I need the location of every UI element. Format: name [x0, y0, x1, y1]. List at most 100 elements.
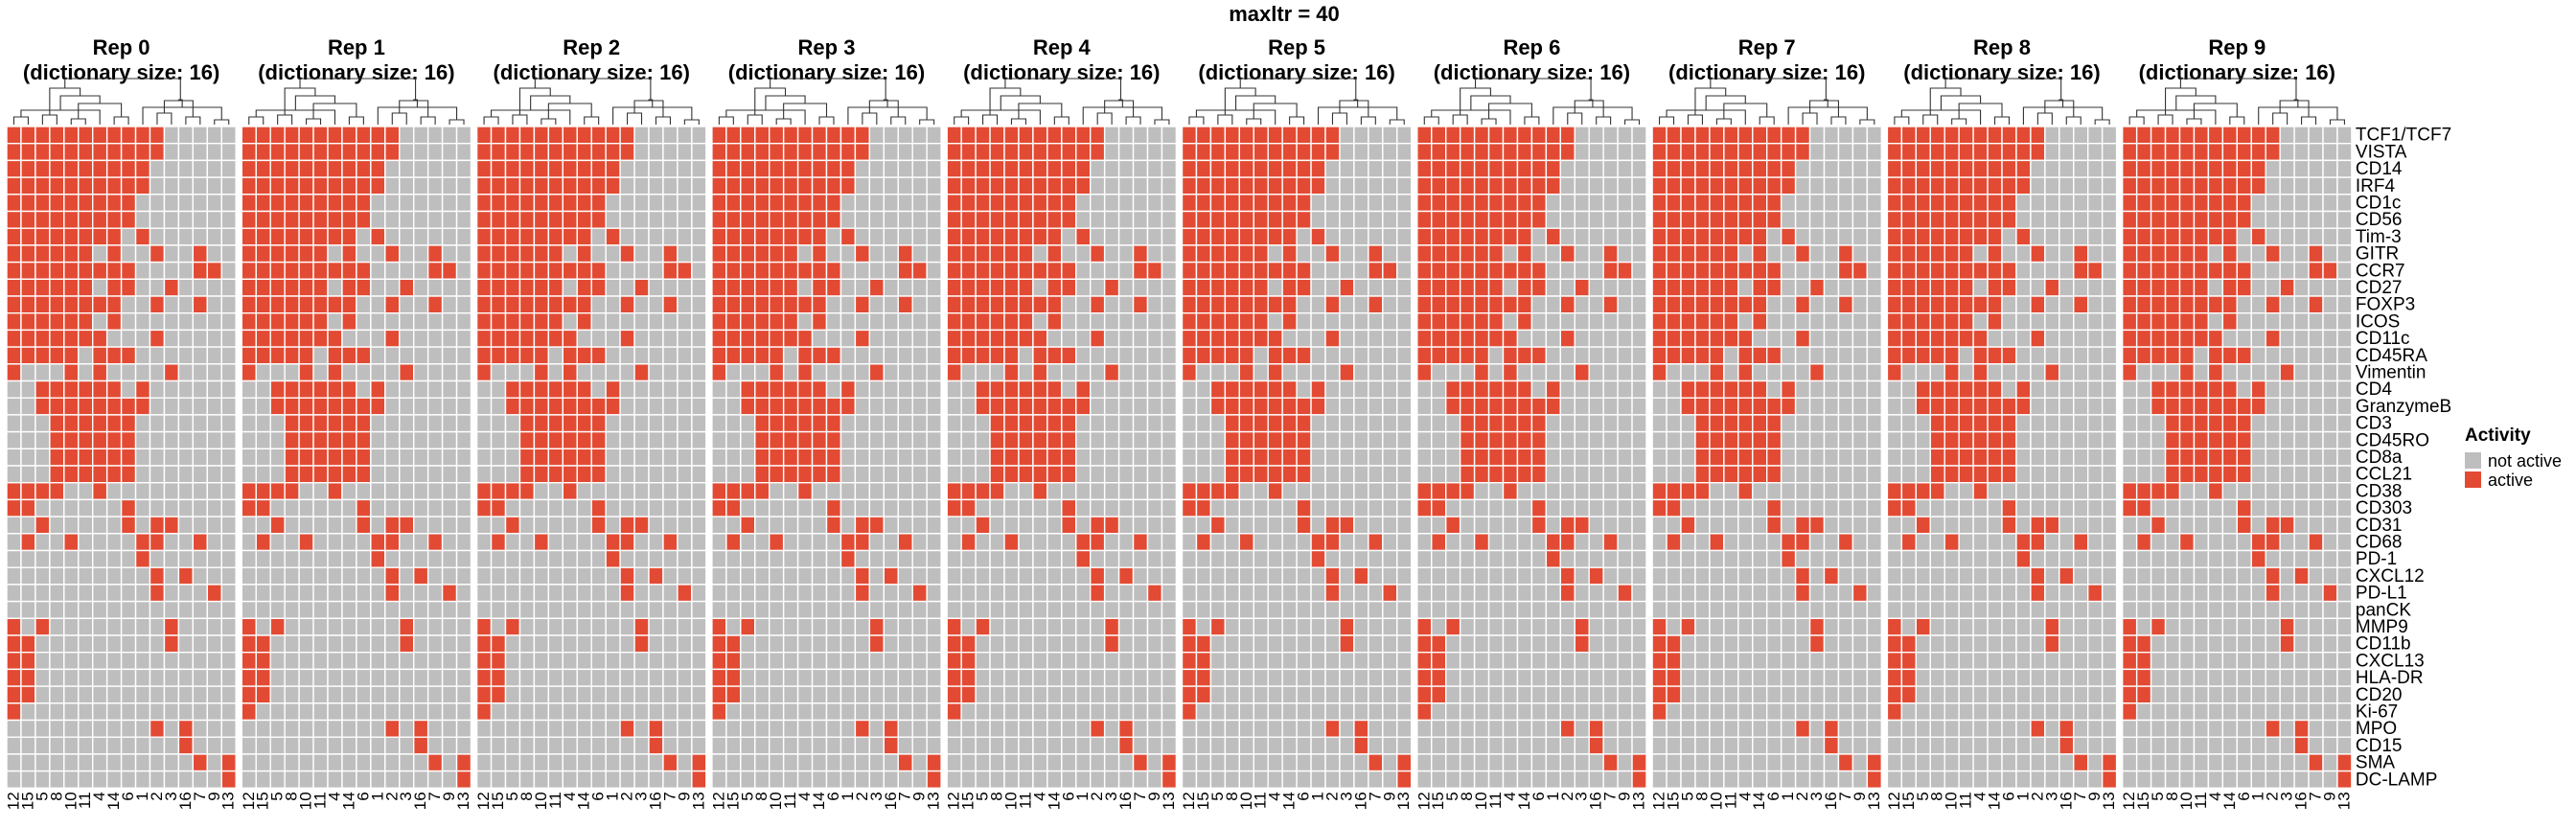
heatmap-cell: [20, 482, 36, 501]
heatmap-cell: [105, 549, 123, 568]
heatmap-cell: [1431, 346, 1447, 365]
heatmap-cell: [241, 498, 257, 518]
heatmap-cell: [241, 584, 257, 603]
heatmap-cell: [1473, 668, 1490, 687]
heatmap-cell: [533, 584, 550, 603]
heatmap-cell: [475, 482, 493, 501]
heatmap-cell: [1161, 482, 1178, 501]
heatmap-cell: [711, 736, 727, 755]
heatmap-cell: [1559, 516, 1576, 535]
heatmap-cell: [241, 210, 257, 229]
heatmap-cell: [926, 634, 942, 654]
panel-5: Rep 5(dictionary size: 16)12155810114146…: [1180, 35, 1413, 810]
heatmap-cell: [740, 634, 756, 654]
heatmap-cell: [1459, 380, 1476, 399]
heatmap-cell: [897, 652, 913, 671]
heatmap-cell: [1281, 159, 1298, 178]
heatmap-cell: [192, 516, 209, 535]
heatmap-cell: [868, 584, 885, 603]
heatmap-cell: [868, 448, 885, 467]
heatmap-cell: [312, 668, 329, 687]
dendrogram-branch: [1239, 78, 1357, 100]
heatmap-cell: [1339, 329, 1355, 348]
heatmap-cell: [1444, 668, 1461, 687]
heatmap-cell: [6, 227, 22, 246]
heatmap-cell: [177, 498, 195, 518]
heatmap-cell: [1559, 414, 1576, 433]
heatmap-cell: [20, 295, 36, 314]
heatmap-cell: [1281, 566, 1298, 586]
heatmap-cell: [1296, 159, 1312, 178]
dendrogram-branch: [518, 87, 551, 115]
heatmap-cell: [754, 533, 770, 552]
column-label: 14: [1045, 792, 1063, 810]
heatmap-cell: [1808, 448, 1826, 467]
heatmap-cell: [441, 634, 458, 654]
column-label: 1: [1073, 792, 1092, 800]
heatmap-cell: [1238, 430, 1254, 450]
heatmap-cell: [648, 295, 664, 314]
heatmap-cell: [883, 685, 899, 704]
heatmap-cell: [1281, 719, 1298, 738]
heatmap-cell: [475, 380, 493, 399]
heatmap-cell: [1459, 770, 1476, 789]
heatmap-cell: [490, 465, 507, 484]
heatmap-cell: [1238, 363, 1254, 382]
heatmap-cell: [1516, 244, 1533, 264]
heatmap-cell: [989, 549, 1005, 568]
heatmap-cell: [1281, 329, 1298, 348]
heatmap-cell: [1161, 244, 1178, 264]
heatmap-cell: [34, 634, 51, 654]
heatmap-cell: [725, 566, 742, 586]
heatmap-cell: [1146, 176, 1163, 196]
heatmap-cell: [1502, 685, 1519, 704]
panel-title: Rep 7: [1738, 35, 1796, 59]
heatmap-cell: [1339, 516, 1355, 535]
heatmap-cell: [975, 600, 991, 619]
heatmap-cell: [677, 312, 693, 332]
heatmap-cell: [1559, 465, 1576, 484]
heatmap-cell: [192, 329, 209, 348]
heatmap-cell: [547, 380, 564, 399]
heatmap-cell: [1253, 770, 1269, 789]
heatmap-cell: [769, 516, 785, 535]
heatmap-cell: [1545, 261, 1561, 281]
heatmap-cell: [149, 668, 166, 687]
heatmap-cell: [691, 668, 707, 687]
heatmap-cell: [796, 227, 814, 246]
heatmap-cell: [1032, 516, 1048, 535]
heatmap-cell: [590, 634, 607, 654]
heatmap-cell: [769, 126, 785, 145]
heatmap-cell: [1061, 516, 1077, 535]
heatmap-cell: [49, 482, 65, 501]
heatmap-cell: [677, 295, 693, 314]
heatmap-cell: [255, 753, 271, 772]
heatmap-cell: [740, 448, 756, 467]
heatmap-cell: [1132, 465, 1149, 484]
heatmap-cell: [769, 244, 785, 264]
heatmap-cell: [284, 448, 300, 467]
heatmap-cell: [1238, 617, 1254, 636]
heatmap-cell: [711, 126, 727, 145]
heatmap-cell: [754, 244, 770, 264]
heatmap-cell: [1602, 159, 1619, 178]
heatmap-cell: [1487, 414, 1505, 433]
heatmap-cell: [840, 584, 857, 603]
heatmap-cell: [1161, 533, 1178, 552]
heatmap-cell: [475, 346, 493, 365]
heatmap-cell: [1473, 159, 1490, 178]
heatmap-cell: [1146, 753, 1163, 772]
heatmap-cell: [399, 465, 415, 484]
heatmap-cell: [518, 329, 536, 348]
heatmap-cell: [1794, 159, 1811, 178]
heatmap-cell: [1396, 142, 1413, 162]
heatmap-cell: [1459, 652, 1476, 671]
heatmap-cell: [1588, 295, 1604, 314]
heatmap-cell: [1545, 516, 1561, 535]
heatmap-cell: [1444, 142, 1461, 162]
heatmap-cell: [1473, 753, 1490, 772]
heatmap-cell: [1416, 634, 1433, 654]
heatmap-cell: [269, 566, 286, 586]
heatmap-cell: [1516, 414, 1533, 433]
heatmap-cell: [854, 770, 871, 789]
